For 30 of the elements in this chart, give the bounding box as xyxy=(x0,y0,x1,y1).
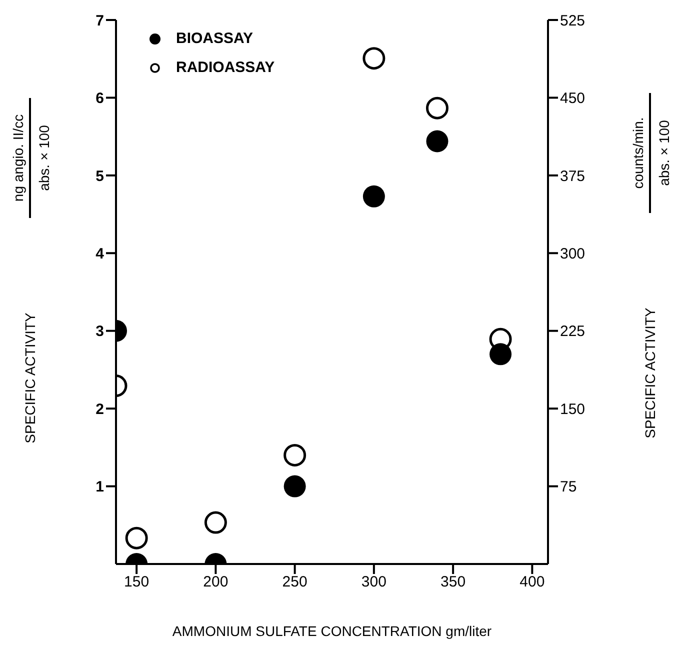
point xyxy=(426,96,448,120)
y-tick-label: 3 xyxy=(96,323,104,340)
x-tick-label: 300 xyxy=(361,574,386,591)
text: SPECIFIC ACTIVITY counts/min. abs. × 100 xyxy=(630,117,672,438)
y-tick-label: 5 xyxy=(96,168,104,185)
x-tick-label: 400 xyxy=(520,574,545,591)
x-axis-title: AMMONIUM SULFATE CONCENTRATION gm/liter xyxy=(172,623,492,639)
x-tick-label: 150 xyxy=(124,574,150,591)
y2-tick-label: 375 xyxy=(560,168,586,185)
y2-tick-label: 525 xyxy=(560,12,586,30)
y-tick-label: 6 xyxy=(96,90,104,108)
y-tick-label: 2 xyxy=(96,400,104,418)
y2-tick-label: 150 xyxy=(560,400,586,418)
text: SPECIFIC ACTIVITY ng angio. II/cc abs. × 100 xyxy=(10,114,52,444)
legend-label: BIOASSAY xyxy=(176,30,253,47)
point xyxy=(362,47,386,70)
point xyxy=(204,511,227,534)
y2-tick-label: 300 xyxy=(560,245,586,262)
y-tick-label: 1 xyxy=(96,478,104,496)
x-tick-label: 350 xyxy=(440,574,466,591)
point xyxy=(125,526,148,550)
legend-label: RADIOASSAY xyxy=(176,59,275,76)
x-tick-label: 250 xyxy=(282,574,308,591)
x-tick-label: 200 xyxy=(203,574,228,591)
y-tick-label: 4 xyxy=(96,245,105,262)
y-tick-label: 7 xyxy=(96,12,104,30)
y2-tick-label: 75 xyxy=(560,478,577,496)
y2-tick-label: 225 xyxy=(560,323,586,340)
y2-tick-label: 450 xyxy=(560,90,586,108)
point xyxy=(284,444,306,466)
